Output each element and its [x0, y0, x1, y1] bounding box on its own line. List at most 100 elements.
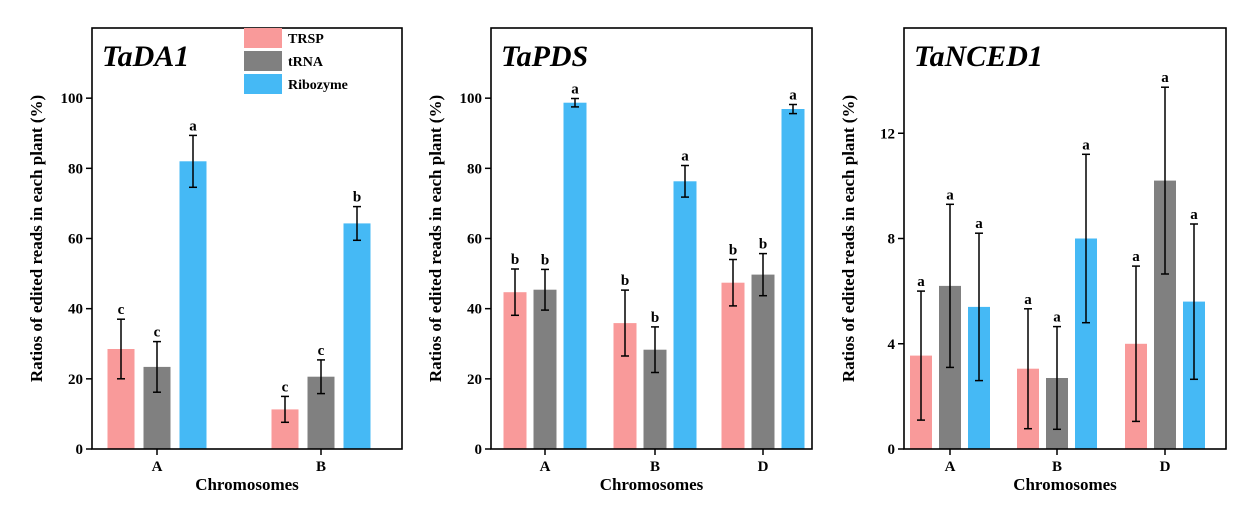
chart-panel-3: a a a a a a a a a 0 4 8 12 A B D Chromosomes Ratios of ed… [839, 27, 1227, 494]
error-bar [917, 290, 925, 421]
x-tick-label: A [945, 459, 956, 475]
bar-trna-d [1154, 180, 1176, 449]
bar-trna-b [643, 349, 667, 449]
significance-label: b [353, 190, 361, 206]
significance-label: a [1132, 249, 1140, 265]
y-tick-label: 0 [888, 442, 896, 458]
y-tick-label: 0 [475, 442, 483, 458]
significance-label: a [1024, 292, 1032, 308]
bar-trsp-b [613, 323, 637, 449]
bar-ribozyme-a [563, 102, 587, 449]
error-bar [621, 289, 629, 357]
y-tick-label: 60 [68, 232, 83, 248]
error-bar [153, 340, 161, 393]
significance-label: c [318, 343, 325, 359]
error-bar [1053, 325, 1061, 431]
significance-label: a [1082, 137, 1090, 153]
bar-ribozyme-a [179, 161, 207, 450]
significance-label: a [917, 274, 925, 290]
significance-label: a [1161, 70, 1169, 86]
significance-label: c [118, 302, 125, 318]
panel-title: TaDA1 [102, 40, 189, 73]
error-bar [541, 268, 549, 311]
y-tick-label: 0 [76, 442, 84, 458]
x-tick-label: B [650, 459, 660, 475]
y-axis-label: Ratios of edited reads in each plant (%) [27, 95, 46, 382]
bar-ribozyme-b [1075, 238, 1097, 449]
y-tick-label: 12 [880, 126, 895, 142]
error-bar [681, 164, 689, 198]
significance-label: a [789, 88, 797, 104]
legend-label-trna: tRNA [288, 55, 324, 70]
significance-label: a [189, 118, 197, 134]
x-tick-label: A [540, 459, 551, 475]
legend-swatch-trsp [244, 28, 282, 48]
bar-trsp-a [503, 292, 527, 449]
error-bar [651, 326, 659, 374]
y-tick-label: 8 [888, 232, 896, 248]
chart-panel-2: b b b b b b a a a 0 20 40 60 80 100 A B D Chromosomes Ratio… [426, 27, 813, 494]
x-axis-label: Chromosomes [600, 475, 704, 494]
y-axis-label: Ratios of edited reads in each plant (%) [839, 95, 858, 382]
legend-swatch-trna [244, 51, 282, 71]
error-bar [117, 318, 125, 380]
y-tick-label: 40 [467, 302, 482, 318]
significance-label: b [651, 310, 659, 326]
significance-label: c [282, 379, 289, 395]
error-bar [789, 103, 797, 115]
significance-label: b [511, 252, 519, 268]
significance-label: b [621, 273, 629, 289]
x-tick-label: A [152, 459, 163, 475]
significance-label: a [1190, 207, 1198, 223]
error-bar [946, 203, 954, 369]
significance-label: b [759, 237, 767, 253]
y-tick-label: 20 [68, 372, 83, 388]
x-tick-label: D [1160, 459, 1171, 475]
error-bar [571, 97, 579, 108]
error-bar [189, 134, 197, 189]
error-bar [511, 268, 519, 317]
significance-label: b [541, 252, 549, 268]
chart-panel-1: c c c c a b 0 20 40 60 80 100 A B Chromosomes Ratios of… [27, 27, 403, 494]
bar-trna-d [751, 274, 775, 449]
bar-ribozyme-b [343, 223, 371, 449]
bar-ribozyme-d [781, 109, 805, 449]
x-axis-label: Chromosomes [195, 475, 299, 494]
panel-title: TaPDS [501, 40, 588, 73]
y-tick-label: 40 [68, 302, 83, 318]
error-bar [353, 205, 361, 242]
legend-label-trsp: TRSP [288, 32, 324, 47]
error-bar [1024, 308, 1032, 430]
significance-label: a [946, 187, 954, 203]
legend: TRSP tRNA Ribozyme [244, 28, 348, 94]
error-bar [1161, 86, 1169, 275]
y-tick-label: 80 [68, 161, 83, 177]
error-bar [1132, 265, 1140, 423]
y-tick-label: 100 [61, 91, 84, 107]
x-tick-label: B [316, 459, 326, 475]
y-tick-label: 20 [467, 372, 482, 388]
bar-trsp-d [721, 282, 745, 449]
significance-label: a [681, 149, 689, 165]
y-tick-label: 60 [467, 232, 482, 248]
error-bar [975, 232, 983, 382]
legend-label-ribozyme: Ribozyme [288, 78, 348, 93]
x-axis-label: Chromosomes [1013, 475, 1117, 494]
significance-label: a [571, 82, 579, 98]
error-bar [759, 252, 767, 297]
y-tick-label: 4 [888, 337, 896, 353]
significance-label: b [729, 243, 737, 259]
x-tick-label: D [758, 459, 769, 475]
error-bar [281, 395, 289, 424]
significance-label: c [154, 325, 161, 341]
significance-label: a [975, 216, 983, 232]
y-tick-label: 80 [467, 161, 482, 177]
error-bar [1082, 153, 1090, 324]
significance-label: a [1053, 310, 1061, 326]
error-bar [1190, 223, 1198, 381]
panel-title: TaNCED1 [914, 40, 1043, 73]
bar-ribozyme-b [673, 181, 697, 450]
error-bar [317, 359, 325, 395]
y-tick-label: 100 [460, 91, 483, 107]
